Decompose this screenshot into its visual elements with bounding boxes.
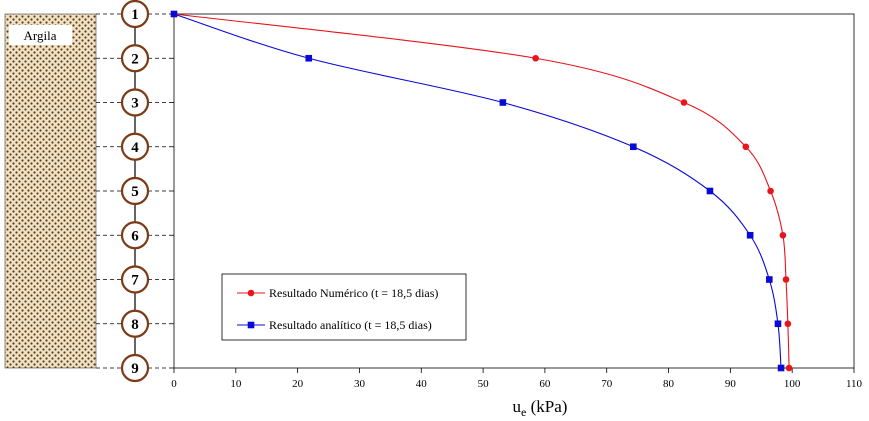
node-label: 5: [131, 184, 139, 200]
x-tick-label: 40: [416, 378, 428, 390]
data-point: [630, 143, 637, 151]
legend-marker: [247, 289, 255, 297]
x-tick-label: 0: [171, 378, 177, 390]
data-point: [777, 364, 785, 372]
data-point: [782, 276, 790, 283]
x-tick-label: 10: [230, 378, 242, 390]
y-axis: [169, 13, 174, 369]
x-tick-label: 20: [292, 378, 304, 390]
soil-label-box: [9, 25, 72, 45]
x-axis-title: ue (kPa): [513, 397, 568, 419]
series-1: [170, 10, 793, 372]
data-point: [499, 99, 507, 106]
node-circle: [120, 0, 150, 29]
data-point: [305, 54, 313, 62]
x-tick-label: 70: [601, 378, 613, 390]
node-label: 6: [131, 228, 139, 244]
node-label: 8: [131, 317, 139, 333]
x-axis-title-main: u: [513, 397, 522, 416]
soil-label: Argila: [24, 28, 57, 43]
node-circle: [120, 221, 150, 250]
node-circle: [120, 176, 150, 206]
legend-label: Resultado analítico (t = 18,5 dias): [269, 318, 432, 332]
legend-marker: [247, 321, 255, 329]
x-tick-label: 50: [478, 378, 490, 390]
node-label: 2: [131, 51, 139, 67]
x-axis-title-subscript: e: [521, 405, 526, 419]
x-tick-label: 60: [539, 378, 551, 390]
x-axis-title-unit: (kPa): [526, 397, 567, 416]
series-line: [173, 13, 782, 369]
node-circle: [120, 88, 150, 117]
node-circle: [120, 132, 150, 161]
data-point: [706, 187, 714, 195]
node-label: 3: [131, 96, 139, 112]
data-point: [779, 231, 787, 239]
node-label: 9: [131, 361, 139, 377]
node-column: 1 2 3 4 5 6 7 8 9: [96, 0, 168, 383]
data-point: [785, 364, 793, 372]
node-label: 7: [131, 273, 139, 289]
data-point: [767, 187, 774, 195]
data-point: [680, 99, 688, 106]
node-circle: [120, 265, 150, 294]
node-circle: [120, 44, 150, 73]
node-label: 1: [131, 7, 139, 23]
x-tick-label: 30: [354, 378, 366, 390]
legend-label: Resultado Numérico (t = 18,5 dias): [269, 286, 438, 300]
data-point: [170, 10, 178, 18]
data-point: [766, 276, 773, 283]
data-point: [774, 320, 782, 328]
x-tick-label: 110: [846, 378, 863, 390]
data-point: [784, 320, 792, 328]
soil-column: [4, 13, 97, 369]
legend-box: [221, 273, 467, 341]
x-axis: 0 10 20 30 40 50 60 70 80 90 100 110: [171, 368, 863, 390]
x-tick-label: 80: [663, 378, 675, 390]
series-2: [170, 10, 785, 372]
data-point: [532, 54, 539, 62]
data-point: [746, 231, 754, 239]
node-circle: [120, 309, 150, 338]
x-tick-label: 90: [725, 378, 737, 390]
series-layer: [170, 10, 793, 372]
x-tick-label: 100: [784, 378, 801, 390]
node-label: 4: [131, 140, 139, 156]
data-point: [742, 143, 750, 151]
node-circle: [120, 353, 150, 383]
legend: Resultado Numérico (t = 18,5 dias) Result…: [221, 273, 467, 341]
